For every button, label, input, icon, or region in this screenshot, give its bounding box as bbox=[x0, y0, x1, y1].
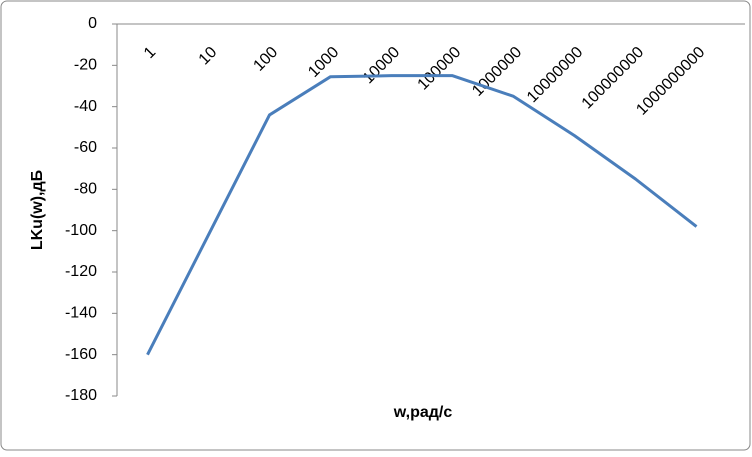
y-tick-label: -80 bbox=[74, 181, 97, 198]
y-tick-label: -180 bbox=[65, 387, 97, 404]
x-axis-label: w,рад/с bbox=[393, 404, 453, 421]
y-tick-label: -40 bbox=[74, 98, 97, 115]
y-tick-label: -140 bbox=[65, 305, 97, 322]
y-tick-label: -120 bbox=[65, 263, 97, 280]
y-axis-label: LKu(w),дБ bbox=[29, 170, 46, 250]
y-tick-label: 0 bbox=[88, 15, 97, 32]
y-tick-label: -60 bbox=[74, 139, 97, 156]
y-tick-label: -160 bbox=[65, 346, 97, 363]
line-series bbox=[146, 74, 698, 356]
y-tick-label: -100 bbox=[65, 222, 97, 239]
y-tick-label: -20 bbox=[74, 57, 97, 74]
